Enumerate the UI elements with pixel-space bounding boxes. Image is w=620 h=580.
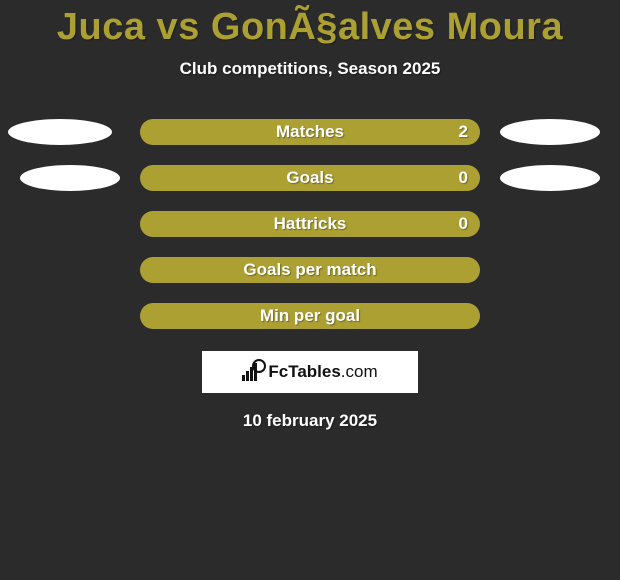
stat-label: Hattricks bbox=[140, 214, 480, 234]
logo-text: FcTables.com bbox=[268, 362, 377, 382]
stat-pill: Min per goal bbox=[140, 303, 480, 329]
left-player-pill bbox=[20, 165, 120, 191]
stat-row: Goals0 bbox=[0, 165, 620, 191]
date-label: 10 february 2025 bbox=[0, 411, 620, 431]
stat-value: 0 bbox=[459, 168, 468, 188]
right-player-pill bbox=[500, 165, 600, 191]
page-title: Juca vs GonÃ§alves Moura bbox=[0, 0, 620, 49]
subtitle: Club competitions, Season 2025 bbox=[0, 59, 620, 79]
stat-label: Goals bbox=[140, 168, 480, 188]
stat-value: 2 bbox=[459, 122, 468, 142]
stat-row: Min per goal bbox=[0, 303, 620, 329]
stat-pill: Hattricks0 bbox=[140, 211, 480, 237]
stat-pill: Goals0 bbox=[140, 165, 480, 191]
stat-row: Hattricks0 bbox=[0, 211, 620, 237]
stats-container: Matches2Goals0Hattricks0Goals per matchM… bbox=[0, 119, 620, 329]
stat-row: Goals per match bbox=[0, 257, 620, 283]
stat-pill: Goals per match bbox=[140, 257, 480, 283]
logo-brand: FcTables bbox=[268, 362, 340, 381]
stat-row: Matches2 bbox=[0, 119, 620, 145]
right-player-pill bbox=[500, 119, 600, 145]
logo-box: FcTables.com bbox=[202, 351, 418, 393]
logo-suffix: .com bbox=[341, 362, 378, 381]
left-player-pill bbox=[8, 119, 112, 145]
stat-label: Goals per match bbox=[140, 260, 480, 280]
stat-value: 0 bbox=[459, 214, 468, 234]
comparison-infographic: Juca vs GonÃ§alves Moura Club competitio… bbox=[0, 0, 620, 580]
stat-pill: Matches2 bbox=[140, 119, 480, 145]
stat-label: Min per goal bbox=[140, 306, 480, 326]
stat-label: Matches bbox=[140, 122, 480, 142]
fctables-icon bbox=[242, 363, 264, 381]
